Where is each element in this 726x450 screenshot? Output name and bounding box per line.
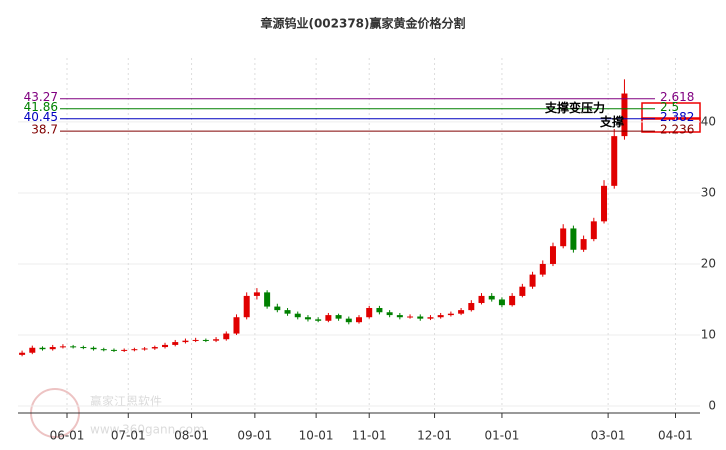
- candle-body: [447, 313, 454, 316]
- price-label: 41.86: [24, 100, 58, 114]
- y-tick-label: 0: [708, 399, 716, 413]
- ratio-label: 2.5: [660, 100, 679, 114]
- ratio-label: 2.236: [660, 123, 694, 137]
- candle-body: [519, 286, 526, 296]
- candle-body: [182, 340, 189, 343]
- x-tick-label: 08-01: [174, 429, 209, 443]
- price-label: 43.27: [24, 90, 58, 104]
- annotation: 支撑: [599, 114, 624, 129]
- candle-body: [304, 317, 311, 320]
- y-tick-label: 30: [701, 185, 716, 199]
- candle-body: [202, 339, 209, 341]
- candle-body: [396, 315, 403, 318]
- candle-body: [356, 317, 362, 323]
- candle-body: [29, 347, 36, 353]
- candle-body: [162, 344, 169, 348]
- x-tick-label: 10-01: [299, 429, 334, 443]
- x-tick-label: 07-01: [111, 429, 146, 443]
- x-tick-label: 03-01: [591, 429, 626, 443]
- candle-body: [590, 221, 597, 240]
- candle-body: [549, 246, 556, 264]
- x-tick-label: 06-01: [50, 429, 85, 443]
- candle-body: [417, 316, 424, 319]
- candle-body: [560, 228, 567, 247]
- x-tick-label: 11-01: [352, 429, 387, 443]
- candle-body: [376, 307, 383, 313]
- candle-body: [223, 333, 230, 340]
- y-tick-label: 40: [701, 114, 716, 128]
- watermark-url: www.360gann.com: [90, 423, 205, 437]
- watermark-text: 赢家江恩软件: [90, 394, 162, 409]
- candle-body: [611, 136, 618, 186]
- candle-body: [407, 316, 414, 318]
- candle-body: [274, 306, 281, 311]
- chart-title: 章源钨业(002378)赢家黄金价格分割: [260, 16, 465, 31]
- candle-body: [315, 319, 322, 321]
- candle-body: [39, 347, 46, 350]
- candle-body: [131, 349, 138, 351]
- candle-body: [49, 347, 56, 350]
- candle-body: [580, 239, 587, 250]
- candle-body: [172, 342, 179, 345]
- candle-body: [19, 352, 26, 355]
- candle-body: [141, 348, 148, 350]
- candle-body: [192, 339, 199, 341]
- watermark: 赢家江恩软件 www.360gann.com: [30, 388, 205, 438]
- y-tick-label: 20: [701, 256, 716, 270]
- candle-body: [90, 347, 97, 350]
- highlight-box: [641, 117, 701, 133]
- candle-body: [243, 295, 250, 318]
- candle-body: [70, 346, 77, 348]
- candle-body: [366, 307, 373, 318]
- candle-body: [253, 292, 260, 296]
- ratio-label: 2.382: [660, 110, 694, 124]
- candle-body: [498, 299, 505, 306]
- candle-body: [539, 263, 546, 275]
- candle-body: [335, 315, 342, 319]
- candle-body: [437, 315, 444, 318]
- candle-body: [468, 303, 475, 311]
- candle-body: [100, 349, 107, 351]
- candle-body: [458, 310, 465, 314]
- x-tick-label: 09-01: [237, 429, 272, 443]
- candle-body: [325, 315, 332, 321]
- candle-body: [284, 310, 291, 314]
- candle-body: [59, 346, 66, 348]
- candle-body: [345, 318, 352, 323]
- candle-body: [151, 347, 158, 349]
- candle-body: [529, 274, 536, 287]
- candle-body: [601, 185, 608, 222]
- candle-body: [386, 312, 393, 316]
- candle-body: [509, 295, 516, 306]
- candle-body: [80, 347, 87, 349]
- y-tick-label: 10: [701, 327, 716, 341]
- x-tick-label: 01-01: [484, 429, 519, 443]
- candle-body: [121, 349, 128, 351]
- candle-body: [233, 317, 240, 334]
- candle-body: [488, 295, 495, 300]
- candle-body: [570, 228, 577, 250]
- x-tick-label: 04-01: [658, 429, 693, 443]
- x-tick-label: 12-01: [417, 429, 452, 443]
- ratio-label: 2.618: [660, 90, 694, 104]
- candle-body: [110, 349, 117, 351]
- price-label: 38.7: [31, 123, 58, 137]
- highlight-box: [641, 102, 701, 120]
- candle-body: [427, 317, 434, 319]
- candle-body: [294, 313, 301, 318]
- candle-body: [213, 339, 220, 341]
- candle-body: [621, 93, 628, 137]
- price-label: 40.45: [24, 110, 58, 124]
- candle-body: [264, 292, 271, 307]
- candle-body: [478, 295, 485, 304]
- annotation: 支撑变压力: [544, 100, 605, 115]
